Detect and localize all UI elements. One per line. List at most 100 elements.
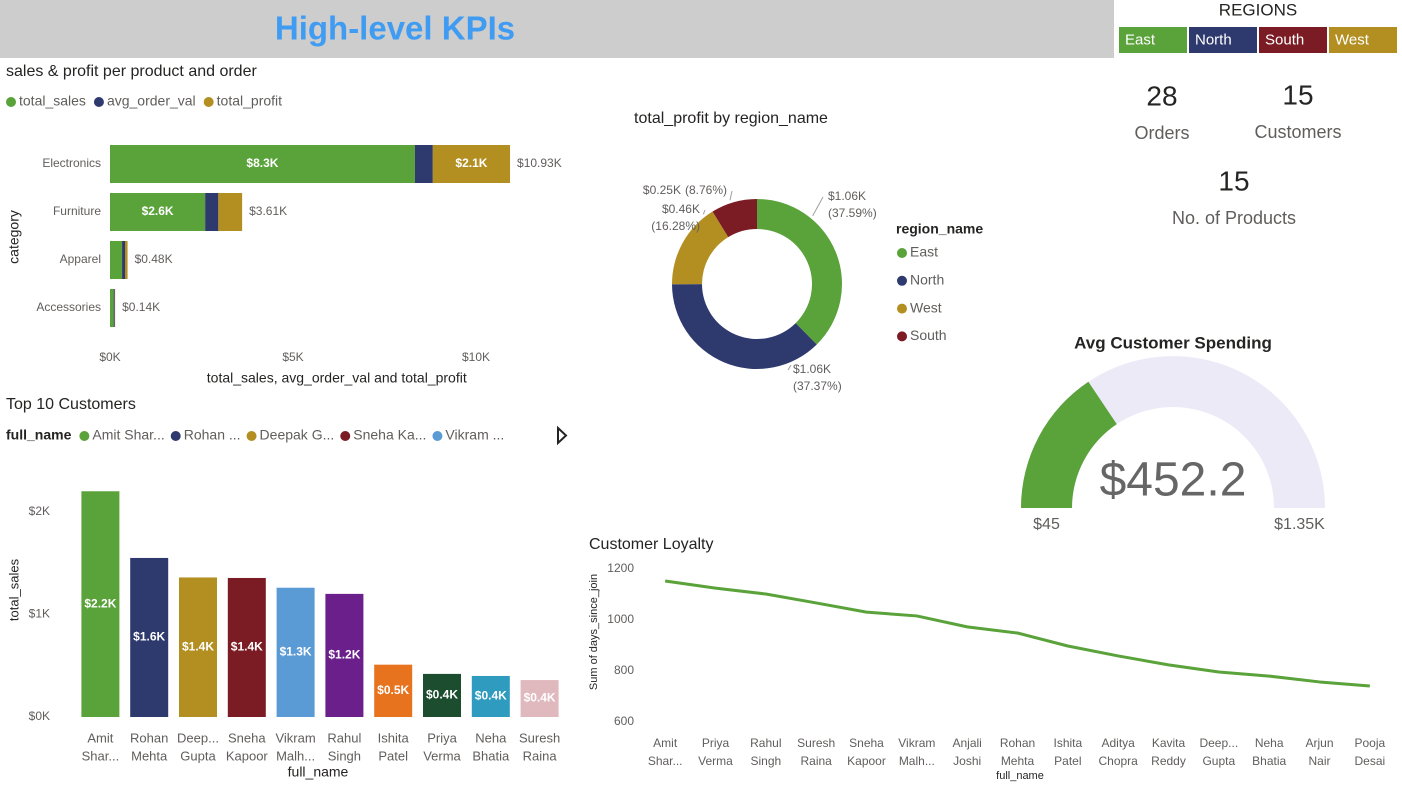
y-tick-label: Electronics xyxy=(42,156,101,170)
data-label: $2.1K xyxy=(455,156,487,170)
x-axis-title: total_sales, avg_order_val and total_pro… xyxy=(207,370,467,386)
total-label: $3.61K xyxy=(249,204,287,218)
x-axis-title: full_name xyxy=(996,770,1044,782)
x-tick-label: Rohan xyxy=(130,730,168,745)
percent-label: (37.59%) xyxy=(828,206,877,220)
total-label: $0.48K xyxy=(135,252,173,266)
x-tick-label: Vikram xyxy=(275,730,315,745)
legend-marker xyxy=(203,97,214,107)
bar xyxy=(471,675,510,717)
chart-title: Avg Customer Spending xyxy=(1074,333,1272,352)
legend-scroll-arrow[interactable] xyxy=(557,425,568,446)
x-tick-label: Amit xyxy=(87,730,113,745)
x-tick-label: Kapoor xyxy=(847,754,886,768)
data-label: $1.4K xyxy=(182,639,214,653)
card-value: 15 xyxy=(1282,79,1313,110)
legend-label: Rohan ... xyxy=(184,427,241,443)
bar-segment xyxy=(432,145,511,183)
bar-segment xyxy=(113,289,115,327)
x-tick-label: $10K xyxy=(462,350,490,364)
x-tick-label: Joshi xyxy=(953,754,981,768)
y-axis-title: Sum of days_since_join xyxy=(588,574,600,690)
x-tick-label: Bhatia xyxy=(1252,754,1286,768)
y-tick-label: Accessories xyxy=(36,300,101,314)
x-tick-label: Priya xyxy=(702,736,730,750)
card-label: No. of Products xyxy=(1172,208,1296,228)
legend-label: Sneha Ka... xyxy=(353,427,426,443)
donut-slice xyxy=(757,199,842,345)
bar xyxy=(276,587,315,717)
x-tick-label: Gupta xyxy=(1202,754,1235,768)
x-tick-label: Deep... xyxy=(1199,736,1238,750)
x-tick-label: Neha xyxy=(475,730,507,745)
slicer-title: REGIONS xyxy=(1219,0,1297,19)
chart-title: sales & profit per product and order xyxy=(6,63,257,80)
data-label: $1.06K xyxy=(828,189,866,203)
y-tick-label: 800 xyxy=(614,663,634,677)
x-tick-label: Ishita xyxy=(378,730,410,745)
slicer-button[interactable] xyxy=(1189,27,1257,53)
legend-label: Amit Shar... xyxy=(92,427,164,443)
slicer-button[interactable] xyxy=(1119,27,1187,53)
header-title: High-level KPIs xyxy=(275,10,515,47)
x-tick-label: Singh xyxy=(328,748,361,763)
data-label: $0.4K xyxy=(426,688,458,702)
bar xyxy=(81,491,120,717)
y-tick-label: $1K xyxy=(29,607,50,621)
slicer-button[interactable] xyxy=(1259,27,1327,53)
bar-segment xyxy=(110,145,415,183)
x-tick-label: Kapoor xyxy=(226,748,269,763)
gauge-tick-label: $45 xyxy=(1033,516,1060,533)
x-tick-label: Rahul xyxy=(327,730,361,745)
legend-label: South xyxy=(910,327,947,343)
legend-marker xyxy=(897,303,907,314)
legend-label: avg_order_val xyxy=(107,93,196,109)
legend-label: total_profit xyxy=(217,93,282,109)
bar-segment xyxy=(110,241,123,279)
x-tick-label: Gupta xyxy=(180,748,216,763)
legend-label: total_sales xyxy=(19,93,86,109)
data-label: $1.3K xyxy=(280,645,312,659)
gauge-track xyxy=(1021,356,1325,508)
x-tick-label: Rohan xyxy=(1000,736,1035,750)
x-tick-label: Pooja xyxy=(1354,736,1385,750)
card-label: Orders xyxy=(1134,123,1189,143)
slicer-button[interactable] xyxy=(1329,27,1397,53)
legend-marker xyxy=(897,275,907,286)
bar xyxy=(179,577,217,717)
x-tick-label: Shar... xyxy=(648,754,683,768)
legend-marker xyxy=(246,431,257,441)
legend-marker xyxy=(897,248,907,258)
legend-marker xyxy=(93,97,104,107)
y-tick-label: 1000 xyxy=(607,612,634,626)
card-value: 28 xyxy=(1146,80,1177,111)
percent-label: (16.28%) xyxy=(651,219,700,233)
x-tick-label: Raina xyxy=(523,748,558,763)
chart-title: Customer Loyalty xyxy=(589,536,714,553)
x-tick-label: Bhatia xyxy=(472,748,510,763)
legend-marker xyxy=(79,431,90,441)
x-tick-label: Sneha xyxy=(228,730,266,745)
x-tick-label: $0K xyxy=(99,350,120,364)
legend-label: East xyxy=(910,244,938,260)
y-axis-title: category xyxy=(6,210,22,264)
x-tick-label: Sneha xyxy=(849,736,884,750)
gauge-tick-label: $1.35K xyxy=(1274,516,1325,533)
x-tick-label: Malh... xyxy=(899,754,935,768)
donut-slice xyxy=(672,284,817,369)
data-label: $0.25K xyxy=(643,183,681,197)
slicer-label: East xyxy=(1125,31,1156,48)
data-label: $0.4K xyxy=(524,691,556,705)
x-tick-label: Mehta xyxy=(1001,754,1035,768)
line xyxy=(664,579,1370,688)
x-tick-label: Aditya xyxy=(1101,736,1135,750)
percent-label: (37.37%) xyxy=(793,379,842,393)
total-label: $0.14K xyxy=(122,300,160,314)
y-tick-label: 1200 xyxy=(607,561,634,575)
x-tick-label: Suresh xyxy=(797,736,835,750)
card-label: Customers xyxy=(1254,122,1341,142)
donut-slice xyxy=(672,211,729,285)
gauge-value-label: $452.2 xyxy=(1100,454,1247,507)
bar-segment xyxy=(414,145,433,183)
